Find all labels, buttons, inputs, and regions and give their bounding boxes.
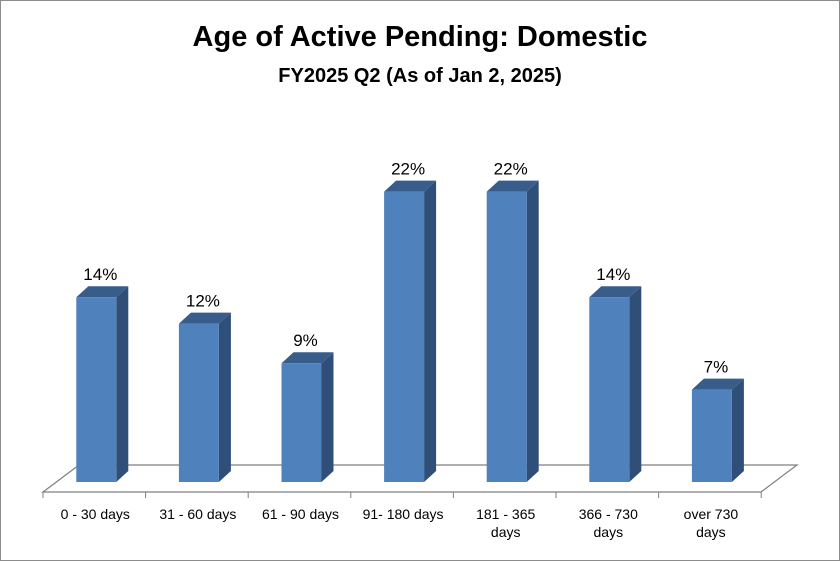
- bar-top: [281, 352, 334, 364]
- bar-top: [486, 180, 539, 192]
- x-tick-label-line: 61 - 90 days: [262, 506, 339, 522]
- bar: [178, 323, 219, 482]
- bar-side: [731, 378, 744, 482]
- x-tick-label: 366 - 730 days: [579, 506, 638, 540]
- chart-title: Age of Active Pending: Domestic: [192, 21, 648, 53]
- x-tick-label: 0 - 30 days: [61, 506, 130, 522]
- x-tick-label: 61 - 90 days: [262, 506, 339, 522]
- data-label: 9%: [293, 331, 318, 350]
- x-tick-label-line: days: [696, 524, 726, 540]
- x-tick-label: over 730 days: [684, 506, 739, 540]
- bar: [589, 297, 630, 482]
- bar-top: [384, 180, 437, 192]
- bar-top: [589, 286, 642, 298]
- data-label: 7%: [704, 358, 729, 377]
- data-label: 22%: [494, 160, 528, 179]
- bar-side: [424, 180, 437, 482]
- data-label: 14%: [596, 265, 630, 284]
- x-tick-label-line: over 730: [684, 506, 739, 522]
- x-tick-label-line: 0 - 30 days: [61, 506, 130, 522]
- bar: [486, 191, 527, 482]
- bar-side: [629, 286, 642, 482]
- x-tick-label-line: 91- 180 days: [363, 506, 444, 522]
- bar-side: [116, 286, 129, 482]
- data-label: 12%: [186, 292, 220, 311]
- data-label: 22%: [391, 160, 425, 179]
- bar: [76, 297, 117, 482]
- x-tick-label-line: 366 - 730: [579, 506, 638, 522]
- x-tick-label-line: days: [594, 524, 624, 540]
- x-tick-label: 31 - 60 days: [159, 506, 236, 522]
- bar-side: [321, 352, 334, 482]
- chart-subtitle: FY2025 Q2 (As of Jan 2, 2025): [278, 65, 562, 87]
- x-tick-label-line: days: [491, 524, 521, 540]
- bar-top: [76, 286, 129, 298]
- bar: [691, 389, 732, 482]
- bar: [281, 363, 322, 482]
- bar-top: [691, 378, 744, 390]
- x-tick-label-line: 31 - 60 days: [159, 506, 236, 522]
- x-tick-label-line: 181 - 365: [476, 506, 535, 522]
- bar-side: [526, 180, 539, 482]
- bar: [384, 191, 425, 482]
- data-label: 14%: [83, 265, 117, 284]
- x-tick-label: 181 - 365 days: [476, 506, 535, 540]
- bar-side: [218, 312, 231, 482]
- bar-top: [178, 312, 231, 324]
- x-tick-label: 91- 180 days: [363, 506, 444, 522]
